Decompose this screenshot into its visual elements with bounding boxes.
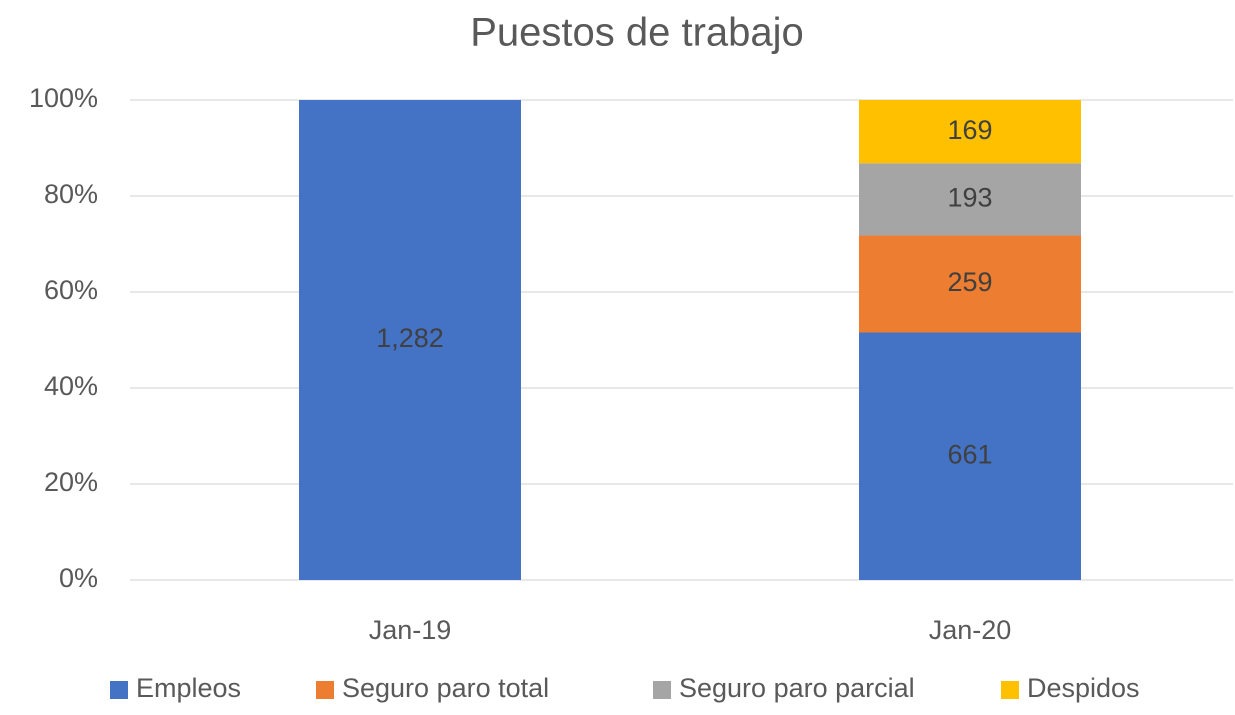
chart-title: Puestos de trabajo (470, 11, 804, 55)
data-label: 259 (947, 267, 992, 297)
legend-label: Seguro paro total (342, 673, 549, 703)
bar-segment (859, 332, 1081, 580)
x-tick-label: Jan-20 (929, 615, 1012, 645)
data-label: 1,282 (376, 323, 444, 353)
x-tick-label: Jan-19 (369, 615, 452, 645)
y-tick-label: 40% (44, 371, 98, 401)
bar-segment (859, 100, 1081, 164)
data-label: 193 (947, 183, 992, 213)
legend-label: Empleos (136, 673, 241, 703)
legend-label: Despidos (1027, 673, 1140, 703)
y-tick-label: 60% (44, 275, 98, 305)
bar-segment (299, 100, 521, 580)
data-label: 169 (947, 115, 992, 145)
y-tick-label: 100% (29, 83, 98, 113)
y-tick-label: 20% (44, 467, 98, 497)
data-label: 661 (947, 439, 992, 469)
bar-segment (859, 235, 1081, 333)
legend-label: Seguro paro parcial (679, 673, 915, 703)
bar-segment (859, 163, 1081, 236)
y-tick-label: 80% (44, 179, 98, 209)
legend-swatch (316, 681, 334, 699)
legend-swatch (653, 681, 671, 699)
y-tick-label: 0% (59, 563, 98, 593)
legend-swatch (110, 681, 128, 699)
legend-swatch (1001, 681, 1019, 699)
